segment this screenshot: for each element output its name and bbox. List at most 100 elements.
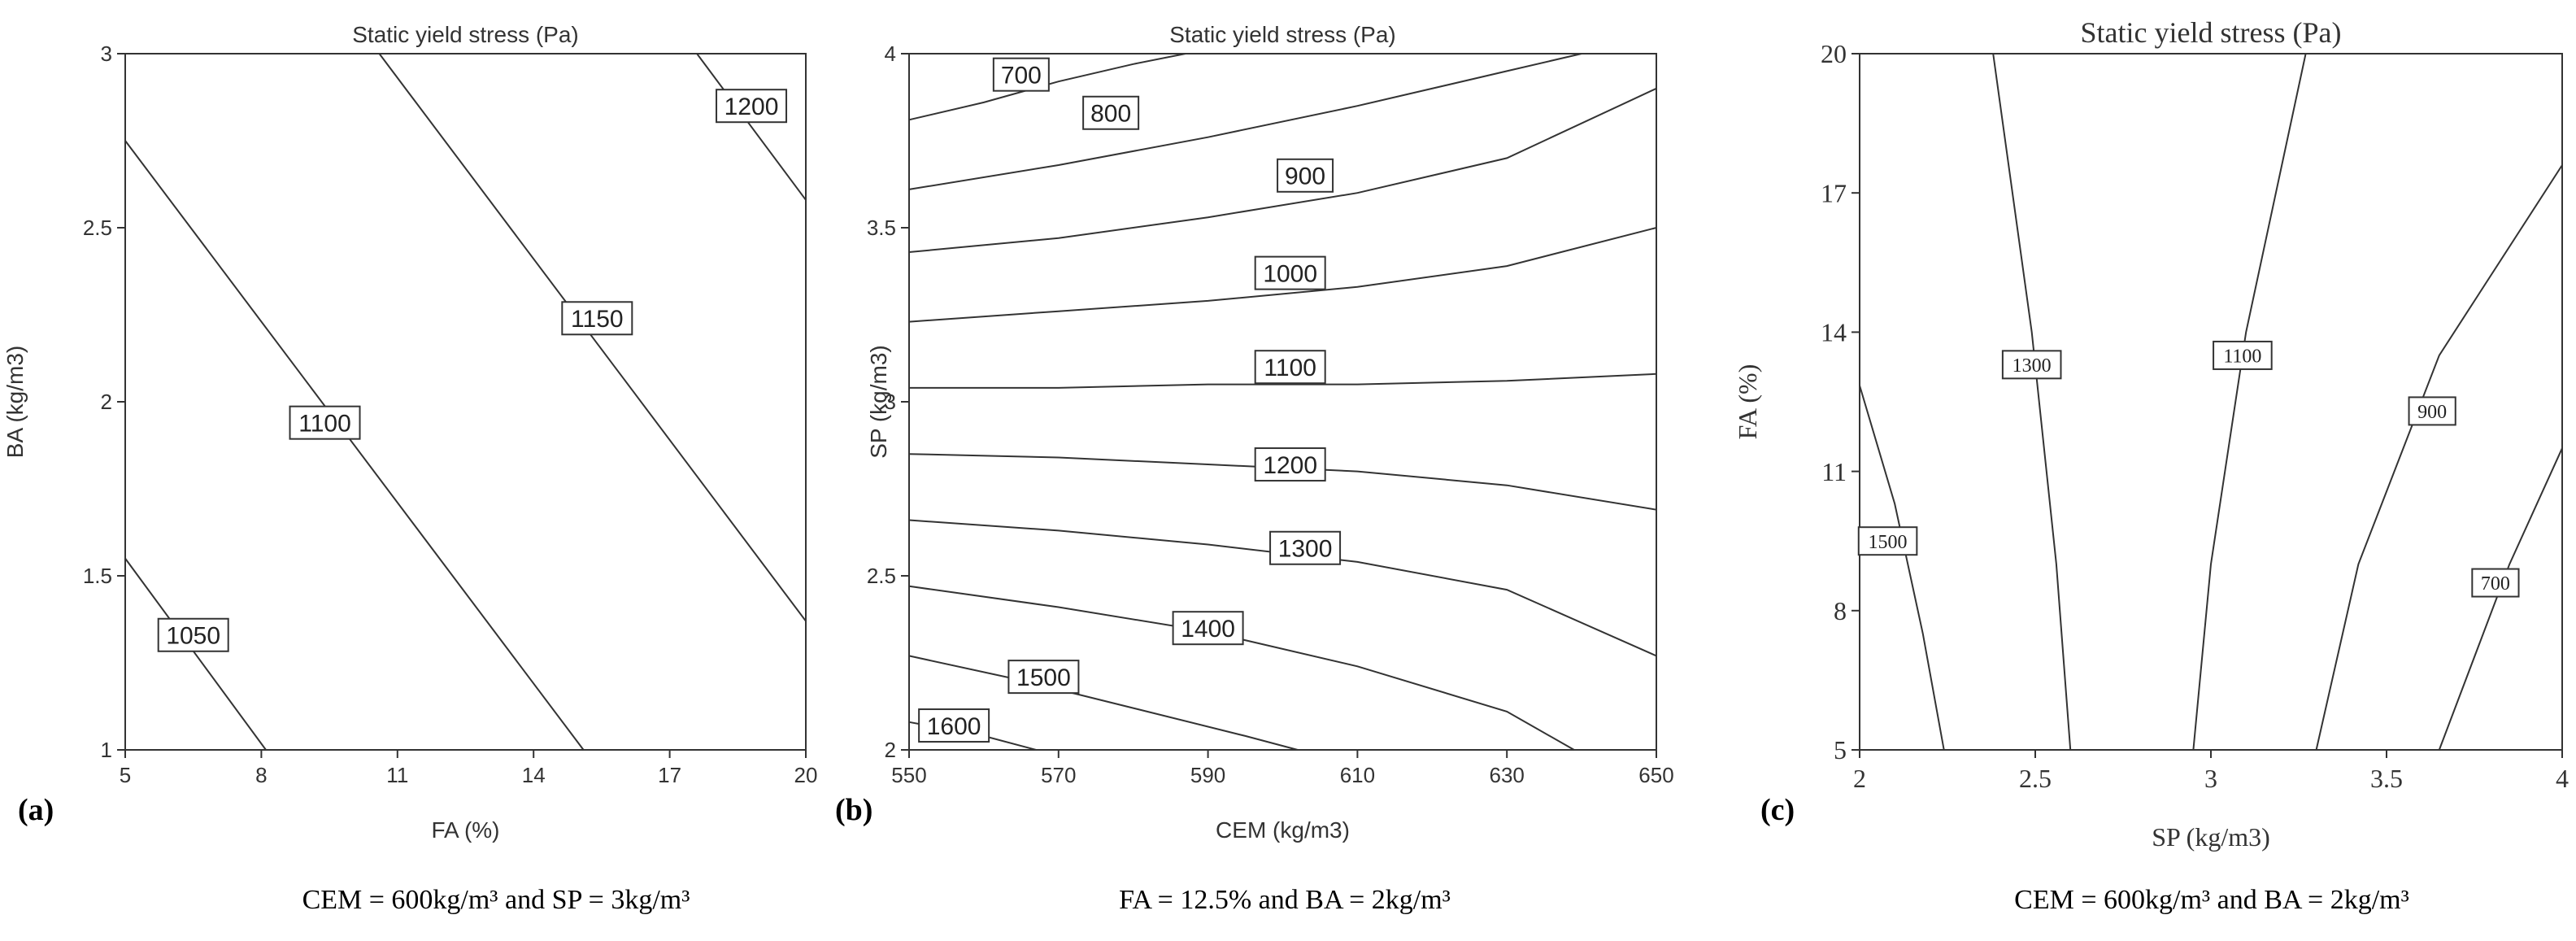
contour-label-900: 900: [2408, 396, 2456, 426]
y-tick-label: 3: [101, 41, 112, 66]
y-tick-label: 20: [1821, 39, 1847, 68]
contour-label-text: 1100: [1264, 355, 1316, 381]
contour-line-1150: [378, 53, 807, 622]
contour-label-text: 1100: [298, 410, 351, 437]
contour-label-text: 1400: [1181, 616, 1235, 643]
contour-label-1200: 1200: [716, 89, 788, 124]
y-tick-label: 1.5: [83, 564, 112, 588]
y-tick-label: 3.5: [867, 216, 896, 240]
contour-line-1100: [124, 140, 585, 751]
contour-label-1600: 1600: [918, 708, 990, 743]
panel-caption: FA = 12.5% and BA = 2kg/m³: [1119, 885, 1451, 915]
x-tick-label: 14: [522, 763, 546, 787]
contour-label-box: [2471, 568, 2520, 598]
x-tick-label: 5: [120, 763, 131, 787]
contour-label-1300: 1300: [1269, 530, 1342, 565]
panel-caption: CEM = 600kg/m³ and BA = 2kg/m³: [2014, 885, 2409, 915]
contour-label-1000: 1000: [1254, 255, 1326, 290]
y-tick-label: 2: [885, 738, 896, 762]
contour-label-1050: 1050: [157, 617, 229, 652]
y-tick-label: 3: [885, 390, 896, 414]
y-axis-label: BA (kg/m3): [2, 346, 28, 458]
contour-label-700: 700: [992, 57, 1050, 92]
contour-line-800: [908, 53, 1582, 190]
chart-panel-1: Static yield stress (Pa) 5 8 11 14 17 20 1 1.5 2 2…: [2, 22, 817, 915]
contour-line-900: [908, 87, 1657, 253]
y-tick-label: 11: [1821, 457, 1847, 486]
contour-label-800: 800: [1082, 95, 1140, 130]
contour-label-700: 700: [2471, 568, 2520, 598]
contour-label-text: 1500: [1016, 664, 1071, 691]
y-tick-label: 2: [101, 390, 112, 414]
chart-title: Static yield stress (Pa): [1169, 22, 1396, 47]
contour-label-1150: 1150: [561, 301, 633, 336]
x-tick-label: 17: [658, 763, 681, 787]
x-tick-label: 2.5: [2019, 764, 2052, 793]
contour-label-text: 700: [2481, 573, 2510, 595]
contour-label-box: [716, 89, 788, 124]
contour-label-text: 1300: [1278, 536, 1333, 563]
contour-label-box: [1082, 95, 1140, 130]
plot-frame: [908, 53, 1657, 751]
x-axis-label: CEM (kg/m3): [1216, 817, 1350, 843]
contour-line-1050: [124, 558, 267, 751]
contour-label-box: [1254, 255, 1326, 290]
contour-line-1200: [696, 53, 807, 201]
contour-line-1400: [908, 585, 1575, 751]
x-tick-label: 4: [2556, 764, 2569, 793]
contour-label-box: [1007, 660, 1080, 695]
panel-caption: CEM = 600kg/m³ and SP = 3kg/m³: [302, 885, 690, 915]
contour-label-1100: 1100: [1254, 350, 1326, 385]
contour-label-900: 900: [1277, 158, 1334, 193]
y-tick-label: 17: [1821, 178, 1847, 207]
contour-label-text: 1200: [724, 94, 779, 120]
y-tick-label: 5: [1834, 735, 1847, 765]
contour-label-1500: 1500: [1007, 660, 1080, 695]
contour-label-box: [1172, 611, 1244, 646]
contour-label-box: [2001, 350, 2062, 380]
contour-label-box: [1857, 526, 1918, 556]
contour-label-box: [289, 405, 361, 440]
contour-line-700: [908, 53, 1186, 121]
x-tick-label: 11: [386, 763, 408, 787]
y-tick-label: 8: [1834, 596, 1847, 625]
contour-label-text: 900: [1285, 163, 1325, 190]
contour-line-700: [2438, 447, 2563, 751]
contour-label-box: [157, 617, 229, 652]
contour-label-box: [918, 708, 990, 743]
contour-label-1200: 1200: [1254, 447, 1326, 482]
contour-label-1300: 1300: [2001, 350, 2062, 380]
contour-label-box: [1269, 530, 1342, 565]
contour-label-text: 1200: [1263, 452, 1317, 479]
x-axis-label: SP (kg/m3): [2152, 822, 2270, 852]
contour-label-text: 1150: [571, 306, 624, 333]
panel-label: (a): [18, 793, 54, 827]
contour-line-1500: [908, 655, 1299, 751]
chart-panel-3: Static yield stress (Pa) 2 2.5 3 3.5 4 5 8 11 14 1…: [1733, 16, 2569, 915]
contour-label-text: 1000: [1263, 260, 1317, 287]
contour-label-1100: 1100: [2213, 340, 2273, 370]
contour-label-text: 800: [1090, 101, 1131, 128]
contour-label-box: [1277, 158, 1334, 193]
x-tick-label: 3: [2204, 764, 2217, 793]
contour-label-box: [2213, 340, 2273, 370]
contour-line-1000: [908, 227, 1657, 323]
x-tick-label: 650: [1638, 763, 1673, 787]
contour-label-text: 700: [1001, 62, 1042, 89]
chart-panel-2: Static yield stress (Pa) 550 570 590 610 630 6…: [835, 22, 1674, 915]
contour-label-text: 1100: [2223, 346, 2261, 368]
contour-label-box: [2408, 396, 2456, 426]
contour-label-text: 1300: [2012, 355, 2052, 377]
chart-title: Static yield stress (Pa): [2081, 16, 2342, 49]
contour-label-text: 1050: [166, 623, 220, 650]
panel-label: (b): [835, 793, 872, 827]
contour-label-box: [1254, 447, 1326, 482]
y-tick-label: 2.5: [83, 216, 112, 240]
y-axis-label: SP (kg/m3): [866, 345, 891, 459]
contour-label-box: [992, 57, 1050, 92]
y-tick-label: 1: [101, 738, 112, 762]
x-tick-label: 20: [794, 763, 818, 787]
x-tick-label: 590: [1190, 763, 1225, 787]
y-tick-label: 4: [885, 41, 896, 66]
